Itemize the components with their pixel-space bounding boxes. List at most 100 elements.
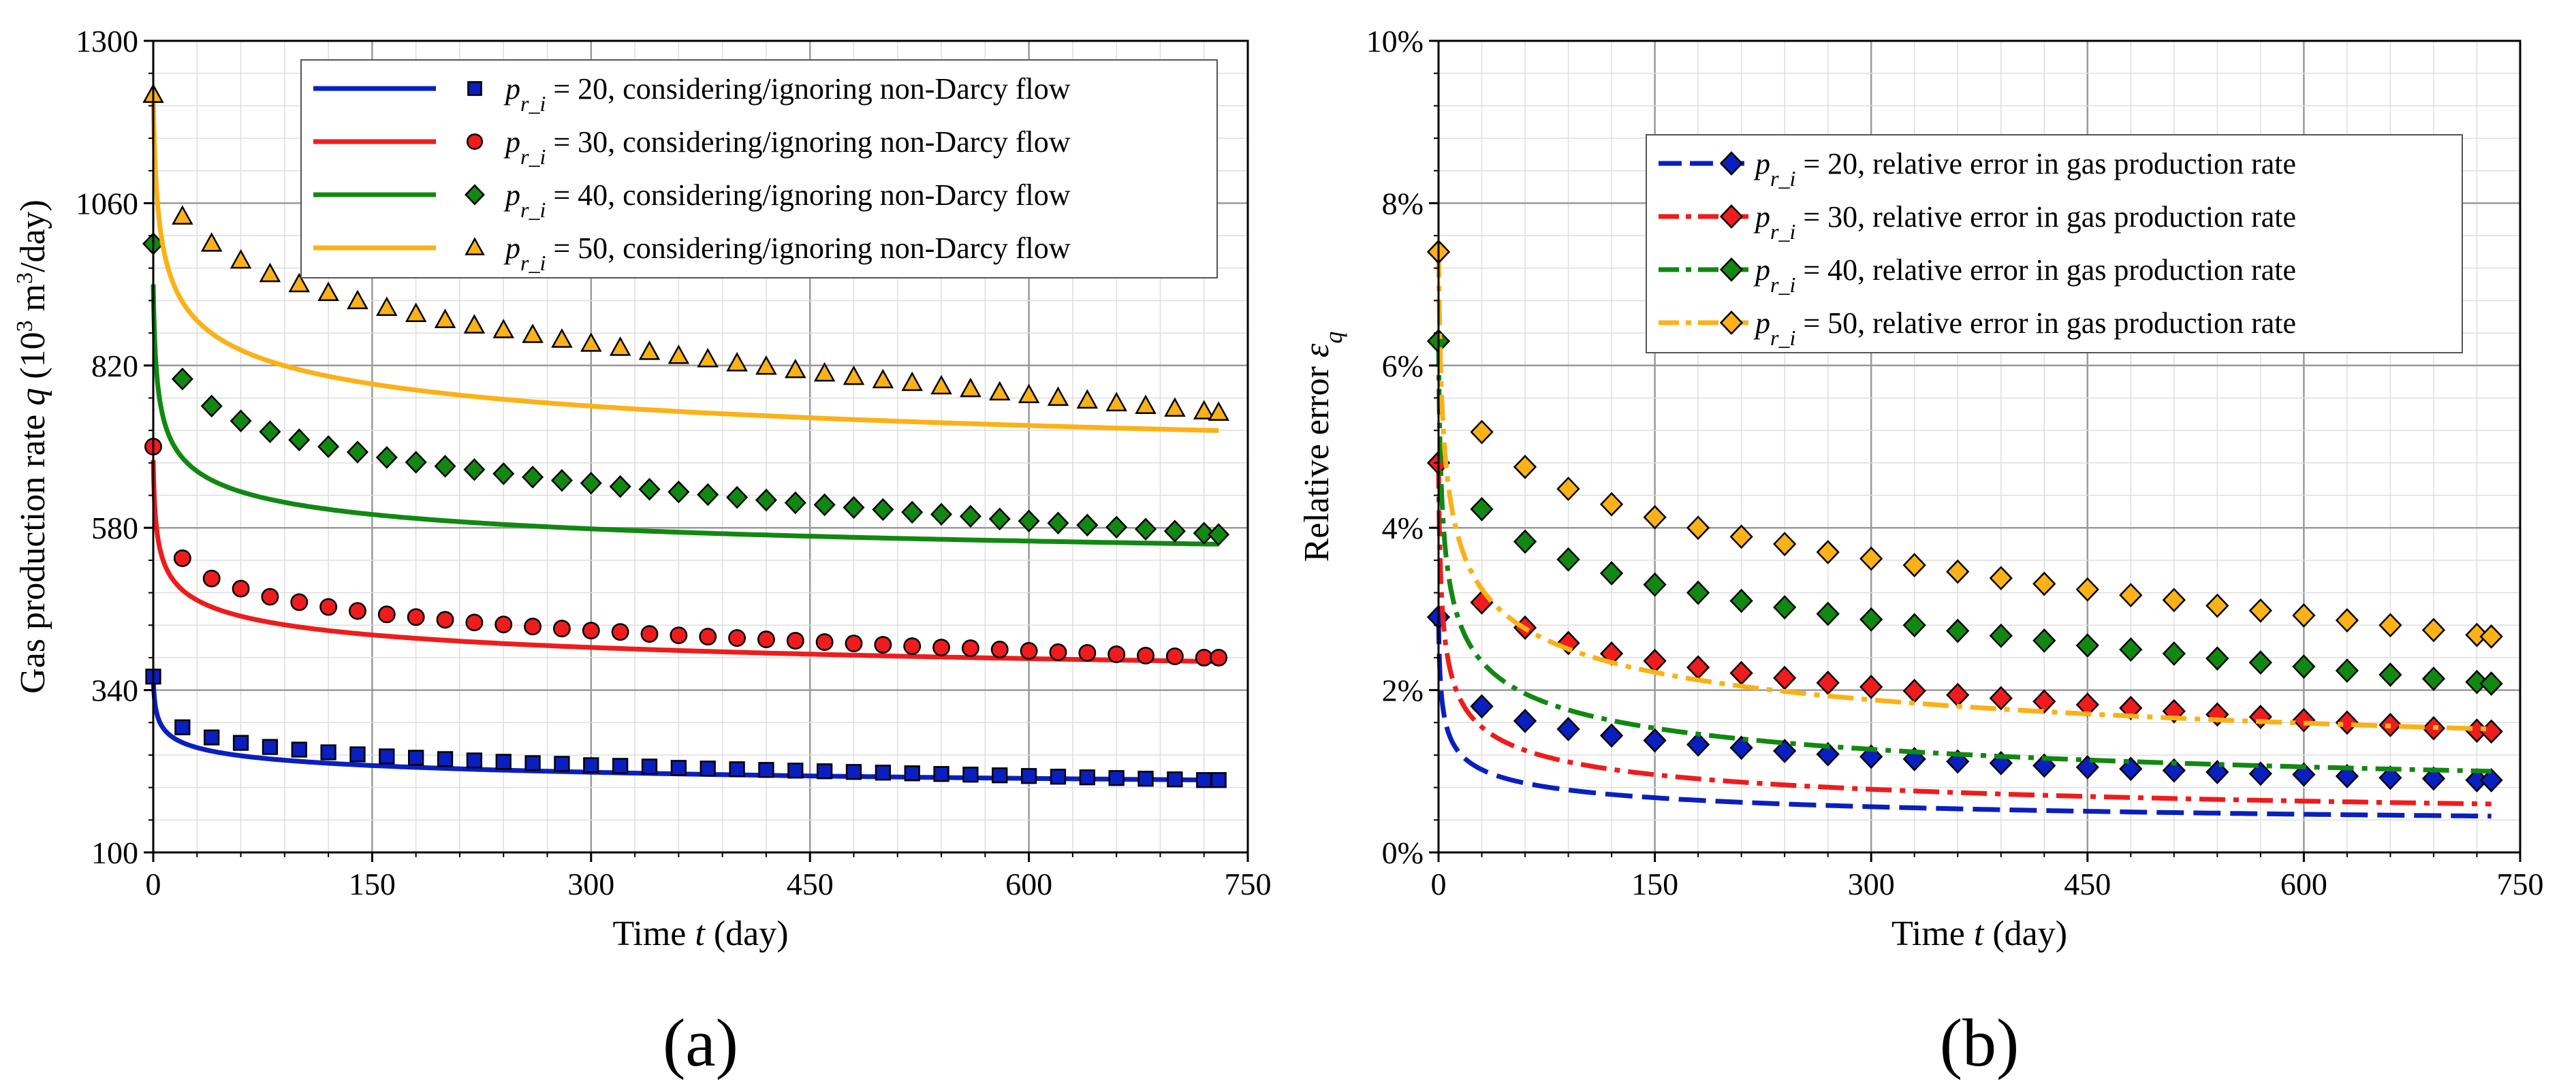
series-line-20 [151, 676, 1219, 783]
x-axis-label-unit: (day) [1983, 914, 2067, 953]
data-point-50 [200, 232, 223, 252]
legend-marker-20 [1719, 151, 1744, 176]
data-point-30 [349, 602, 366, 620]
y-axis-label-text: Gas production rate [14, 406, 52, 694]
data-point-50 [1193, 400, 1215, 419]
data-point-20 [729, 761, 745, 778]
data-point-20 [1513, 708, 1537, 733]
data-point-40 [317, 435, 340, 458]
y-axis-label: Gas production rate q (103 m3/day) [12, 199, 53, 694]
panel-label: (b) [1940, 1005, 2020, 1081]
data-point-40 [667, 480, 690, 504]
data-point-20 [845, 764, 862, 780]
data-point-20 [466, 752, 483, 769]
data-point-20 [787, 763, 804, 779]
data-point-40 [988, 507, 1011, 531]
data-point-40 [522, 465, 544, 489]
data-point-40 [1599, 561, 1624, 586]
x-axis-label-var: t [1974, 914, 1985, 953]
data-point-40 [2479, 671, 2503, 696]
data-point-40 [1556, 547, 1580, 572]
data-point-40 [230, 409, 252, 433]
x-tick-label: 750 [1225, 867, 1272, 901]
data-point-40 [2205, 646, 2229, 671]
x-axis-label-var: t [695, 914, 706, 953]
legend-var: p [1753, 200, 1770, 234]
y-axis-label-var: ε [1298, 343, 1336, 357]
data-point-40 [638, 477, 661, 501]
data-point-20 [904, 765, 920, 782]
data-point-40 [1105, 515, 1128, 539]
data-point-50 [259, 262, 281, 283]
data-point-30 [1078, 644, 1097, 662]
data-point-50 [960, 377, 981, 398]
data-point-20 [1196, 772, 1212, 788]
data-point-40 [1859, 607, 1883, 632]
data-point-50 [1047, 386, 1069, 406]
y-tick-label: 6% [1382, 349, 1424, 383]
series-50 [1426, 240, 2503, 732]
legend-text: = 50, considering/ignoring non-Darcy flo… [546, 231, 1070, 265]
x-tick-label: 0 [146, 867, 161, 901]
legend-text: = 20, considering/ignoring non-Darcy flo… [546, 72, 1070, 106]
data-point-30 [903, 637, 922, 655]
y-tick-label: 10% [1366, 24, 1424, 59]
y-axis-label-sup: 3 [12, 272, 37, 284]
data-point-20 [2421, 766, 2446, 791]
data-point-50 [1470, 419, 1494, 445]
data-point-50 [522, 323, 544, 343]
data-point-20 [1686, 732, 1710, 757]
data-point-50 [843, 365, 865, 385]
data-point-30 [2292, 707, 2316, 733]
data-point-40 [1047, 511, 1069, 535]
data-point-50 [988, 381, 1011, 401]
data-point-50 [638, 340, 661, 360]
y-axis-label-unit: (10 [14, 332, 52, 387]
legend-entry-20: pr_i = 20, relative error in gas product… [1753, 147, 2296, 191]
data-point-20 [2248, 761, 2273, 786]
data-point-40 [2032, 628, 2056, 653]
legend-sub: r_i [520, 144, 546, 169]
x-tick-label: 150 [349, 867, 396, 901]
legend: pr_i = 20, relative error in gas product… [1646, 134, 2463, 353]
data-point-30 [611, 623, 629, 641]
data-point-50 [1105, 391, 1127, 412]
data-point-20 [2162, 758, 2186, 783]
x-axis-label: Time t (day) [612, 914, 788, 953]
data-point-30 [173, 549, 191, 567]
y-tick-label: 580 [91, 511, 138, 545]
legend-var: p [503, 231, 520, 265]
data-point-20 [1773, 739, 1797, 763]
data-point-40 [1208, 523, 1230, 546]
data-point-30 [1859, 674, 1883, 699]
data-point-20 [262, 739, 279, 755]
y-tick-label: 2% [1382, 673, 1424, 708]
y-axis-label-sup: 3 [12, 320, 37, 332]
data-point-20 [700, 761, 716, 777]
data-point-40 [1773, 595, 1797, 620]
series-line-50 [151, 95, 1219, 433]
data-point-40 [1076, 513, 1099, 537]
data-point-40 [726, 485, 749, 509]
data-point-40 [288, 428, 311, 451]
data-point-20 [2378, 765, 2402, 790]
data-point-50 [1902, 553, 1926, 577]
x-tick-label: 300 [567, 867, 614, 901]
data-point-40 [813, 493, 836, 517]
data-point-30 [757, 630, 775, 649]
data-point-50 [697, 347, 719, 368]
data-point-50 [463, 314, 486, 334]
x-tick-label: 150 [1631, 867, 1678, 901]
data-point-30 [494, 615, 513, 634]
series-20 [145, 669, 1227, 788]
data-point-40 [2162, 641, 2186, 666]
data-point-40 [2075, 633, 2099, 658]
data-point-40 [1729, 588, 1753, 613]
data-point-20 [1137, 771, 1154, 787]
data-point-40 [2248, 650, 2273, 675]
data-point-50 [434, 308, 456, 328]
x-tick-label: 300 [1848, 867, 1895, 901]
legend-marker-30 [466, 133, 484, 150]
data-point-30 [2335, 710, 2359, 735]
data-point-50 [1643, 505, 1667, 530]
